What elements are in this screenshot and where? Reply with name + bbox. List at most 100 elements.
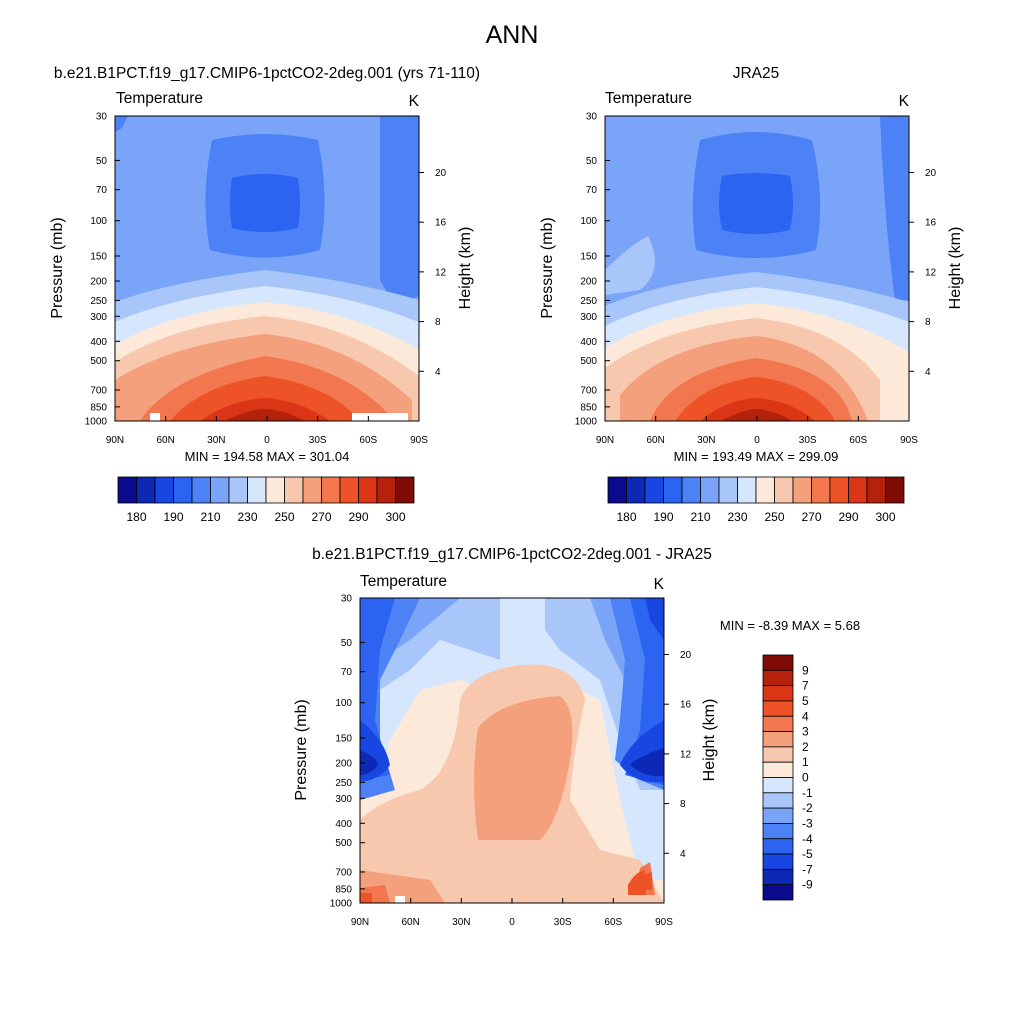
colorbar-box — [829, 476, 849, 504]
pressure-tick-label: 500 — [580, 356, 597, 367]
pressure-tick-label: 1000 — [575, 417, 598, 428]
colorbar-box — [644, 476, 664, 504]
panel-obs-stats: MIN = 193.49 MAX = 299.09 — [674, 449, 839, 464]
colorbar-box — [762, 654, 794, 671]
pressure-tick-label: 70 — [96, 185, 108, 196]
contour-band-3 — [360, 598, 664, 790]
panel-diff-y2label: Height (km) — [701, 699, 718, 782]
colorbar-tick-label: 190 — [653, 510, 673, 524]
colorbar-box — [762, 715, 794, 732]
height-tick-label: 4 — [680, 849, 686, 860]
colorbar-tick-label: 180 — [616, 510, 636, 524]
panel-model-field — [115, 116, 419, 421]
height-tick-label: 12 — [435, 267, 447, 278]
latitude-tick-label: 60S — [359, 435, 377, 446]
panel-model-axes: 305070100150200250300400500700850100090N… — [85, 112, 447, 447]
pressure-tick-label: 50 — [341, 638, 353, 649]
pressure-tick-label: 500 — [335, 838, 352, 849]
panel-obs-ylabel: Pressure (mb) — [539, 217, 556, 318]
colorbar-tick-label: -4 — [802, 832, 813, 846]
height-tick-label: 4 — [925, 367, 931, 378]
colorbar-box — [247, 476, 267, 504]
pressure-tick-label: 250 — [90, 296, 107, 307]
pressure-tick-label: 30 — [341, 594, 353, 605]
pressure-tick-label: 200 — [90, 277, 107, 288]
panel-diff-axes: 305070100150200250300400500700850100090N… — [330, 594, 692, 929]
panel-obs-title: JRA25 — [733, 65, 780, 82]
colorbar-tick-label: 190 — [163, 510, 183, 524]
colorbar-tick-label: 7 — [802, 679, 809, 693]
pressure-tick-label: 400 — [335, 819, 352, 830]
latitude-tick-label: 0 — [264, 435, 270, 446]
colorbar-tick-label: 230 — [237, 510, 257, 524]
height-tick-label: 20 — [435, 168, 447, 179]
panel-obs-units: K — [899, 93, 910, 110]
colorbar-tick-label: 230 — [727, 510, 747, 524]
colorbar-tick-label: 210 — [690, 510, 710, 524]
latitude-tick-label: 30S — [554, 917, 572, 928]
missing-data-2 — [352, 413, 408, 421]
latitude-tick-label: 90N — [596, 435, 614, 446]
latitude-tick-label: 60N — [646, 435, 664, 446]
panel-diff-units: K — [654, 576, 665, 593]
colorbar-tick-label: 250 — [274, 510, 294, 524]
panel-diff-field-label: Temperature — [360, 573, 447, 590]
pressure-tick-label: 250 — [580, 296, 597, 307]
colorbar-box — [885, 476, 905, 504]
latitude-tick-label: 90N — [351, 917, 369, 928]
pressure-tick-label: 150 — [580, 251, 597, 262]
height-tick-label: 20 — [680, 650, 692, 661]
contour-band-2 — [880, 116, 909, 300]
pressure-tick-label: 300 — [335, 794, 352, 805]
latitude-tick-label: 60S — [849, 435, 867, 446]
colorbar-box — [718, 476, 738, 504]
pressure-tick-label: 400 — [580, 337, 597, 348]
height-tick-label: 16 — [680, 700, 692, 711]
pressure-tick-label: 500 — [90, 356, 107, 367]
contour-band-10 — [474, 696, 573, 840]
pressure-tick-label: 1000 — [85, 417, 108, 428]
colorbar-box — [866, 476, 886, 504]
latitude-tick-label: 30S — [799, 435, 817, 446]
contour-band-14 — [225, 409, 305, 421]
pressure-tick-label: 1000 — [330, 899, 353, 910]
pressure-tick-label: 850 — [335, 884, 352, 895]
pressure-tick-label: 100 — [580, 216, 597, 227]
pressure-tick-label: 700 — [90, 385, 107, 396]
pressure-tick-label: 30 — [586, 112, 598, 123]
colorbar-box — [607, 476, 627, 504]
colorbar-box — [136, 476, 156, 504]
colorbar-tick-label: 250 — [764, 510, 784, 524]
pressure-tick-label: 850 — [580, 402, 597, 413]
panel-model: b.e21.B1PCT.f19_g17.CMIP6-1pctCO2-2deg.0… — [49, 65, 480, 524]
pressure-tick-label: 250 — [335, 778, 352, 789]
pressure-tick-label: 50 — [96, 156, 108, 167]
latitude-tick-label: 90S — [410, 435, 428, 446]
colorbar-box — [117, 476, 137, 504]
pressure-tick-label: 30 — [96, 112, 108, 123]
colorbar-box — [762, 853, 794, 870]
contour-band-14 — [722, 409, 792, 421]
panel-obs: JRA25 Temperature K 30 50 70 100 150 20 — [539, 65, 964, 524]
height-tick-label: 12 — [680, 749, 692, 760]
panel-model-units: K — [409, 93, 420, 110]
panel-model-ylabel: Pressure (mb) — [49, 217, 66, 318]
panel-obs-field-label: Temperature — [605, 90, 692, 107]
latitude-tick-label: 30S — [309, 435, 327, 446]
colorbar-box — [626, 476, 646, 504]
latitude-tick-label: 60N — [156, 435, 174, 446]
pressure-tick-label: 300 — [90, 312, 107, 323]
latitude-tick-label: 60S — [604, 917, 622, 928]
colorbar-box — [762, 761, 794, 778]
colorbar-box — [663, 476, 683, 504]
colorbar-box — [376, 476, 396, 504]
colorbar-tick-label: 2 — [802, 740, 809, 754]
panel-diff: b.e21.B1PCT.f19_g17.CMIP6-1pctCO2-2deg.0… — [293, 546, 860, 928]
height-tick-label: 16 — [435, 218, 447, 229]
colorbar-box — [302, 476, 322, 504]
colorbar-box — [284, 476, 304, 504]
panel-obs-field — [605, 116, 909, 421]
pressure-tick-label: 400 — [90, 337, 107, 348]
